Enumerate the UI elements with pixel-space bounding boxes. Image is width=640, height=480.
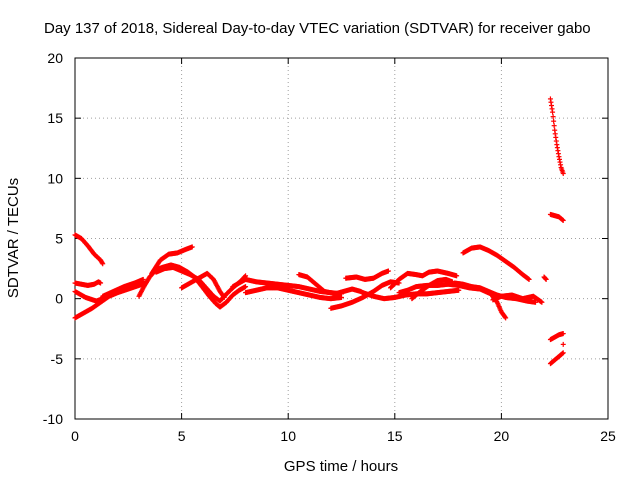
plot-frame	[74, 57, 609, 420]
data-point	[189, 244, 195, 250]
series-track-e	[100, 276, 146, 299]
y-tick-label: 0	[55, 291, 63, 307]
x-tick-label: 10	[280, 428, 296, 444]
data-point	[100, 261, 106, 267]
series-track-x	[547, 211, 566, 223]
data-point	[339, 294, 344, 300]
x-tick-labels: 0 5 10 15 20 25	[71, 428, 616, 444]
y-tick-label: 5	[55, 231, 63, 247]
series-track-t	[460, 244, 532, 282]
grid	[75, 58, 608, 419]
x-tick-label: 15	[387, 428, 403, 444]
y-axis-label: SDTVAR / TECUs	[5, 178, 22, 298]
data-point	[503, 315, 509, 321]
data-point	[98, 280, 104, 286]
series-track-i	[179, 270, 227, 300]
series-track-c	[72, 279, 104, 288]
x-tick-label: 0	[71, 428, 79, 444]
series-track-n	[343, 268, 391, 282]
y-tick-label: 10	[47, 170, 63, 186]
data-point	[551, 118, 557, 124]
y-tick-label: 20	[47, 50, 63, 66]
series-track-p	[388, 268, 460, 291]
series-track-r	[409, 276, 455, 302]
series-track-z	[547, 350, 566, 367]
x-tick-label: 5	[178, 428, 186, 444]
x-tick-label: 25	[600, 428, 616, 444]
series-track-g	[149, 244, 195, 276]
x-tick-label: 20	[494, 428, 510, 444]
data-point	[221, 294, 227, 300]
data-point	[140, 276, 146, 282]
series-track-m	[328, 279, 402, 311]
series-track-y	[547, 331, 566, 343]
data-point	[454, 273, 460, 279]
data-point	[560, 341, 566, 347]
series-track-a	[72, 232, 106, 267]
axis-ticks	[74, 57, 609, 420]
data-points	[72, 96, 566, 367]
y-tick-label: -10	[43, 411, 63, 427]
data-point	[385, 268, 391, 274]
data-point	[502, 314, 508, 320]
series-track-q	[396, 281, 509, 321]
data-point	[243, 284, 249, 290]
chart-title: Day 137 of 2018, Sidereal Day-to-day VTE…	[44, 20, 591, 37]
data-point	[550, 109, 556, 115]
series-track-aa	[560, 341, 566, 347]
data-point	[221, 294, 227, 300]
x-axis-label: GPS time / hours	[284, 458, 398, 475]
data-point	[533, 299, 539, 305]
series-track-k	[243, 285, 344, 302]
y-tick-labels: -10 -5 0 5 10 15 20	[43, 50, 63, 427]
y-tick-label: 15	[47, 110, 63, 126]
series-track-v	[541, 274, 549, 282]
y-tick-label: -5	[51, 351, 64, 367]
series-track-w	[547, 96, 566, 177]
data-point	[456, 287, 462, 293]
data-point	[551, 123, 557, 129]
